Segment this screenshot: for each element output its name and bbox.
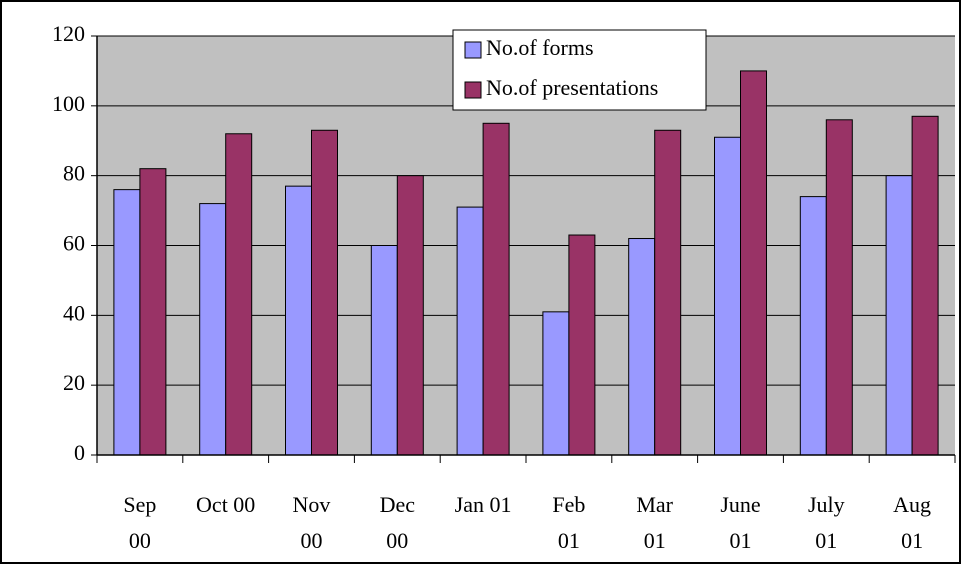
- bar: [654, 129, 682, 456]
- legend-label: No.of forms: [486, 35, 594, 60]
- bar: [396, 175, 424, 456]
- bar: [113, 189, 141, 456]
- x-tick-label: Sep 00: [123, 492, 157, 553]
- bar: [456, 206, 484, 456]
- x-tick-label: July 01: [807, 492, 845, 553]
- legend-label: No.of presentations: [486, 75, 658, 100]
- legend-swatch: [464, 81, 482, 99]
- bar: [911, 115, 939, 456]
- x-tick-label: Mar 01: [636, 492, 674, 553]
- y-tick-label: 40: [63, 300, 85, 325]
- bar: [799, 196, 827, 456]
- bar: [370, 245, 398, 456]
- x-tick-label: Oct 00: [196, 492, 256, 517]
- bar: [311, 129, 338, 456]
- y-tick-label: 80: [63, 161, 85, 186]
- x-tick-label: Jan 01: [454, 492, 512, 517]
- bar: [199, 203, 227, 456]
- y-tick-label: 60: [63, 231, 85, 256]
- x-tick-label: Feb 01: [552, 492, 586, 553]
- x-tick-label: Dec 00: [379, 492, 415, 553]
- y-tick-label: 20: [63, 370, 85, 395]
- bar: [568, 234, 596, 456]
- y-tick-label: 100: [52, 91, 85, 116]
- bar: [482, 122, 510, 456]
- legend-box: [452, 29, 707, 111]
- x-tick-label: June 01: [720, 492, 761, 553]
- x-tick-label: Aug 01: [893, 492, 932, 553]
- bar: [285, 185, 312, 456]
- bar: [542, 311, 570, 456]
- legend-swatch: [464, 41, 482, 59]
- y-tick-label: 0: [74, 440, 85, 465]
- bar: [714, 136, 741, 456]
- bar: [825, 119, 853, 456]
- bar: [740, 70, 767, 456]
- bar: [225, 133, 253, 456]
- x-tick-label: Nov 00: [292, 492, 331, 553]
- bar: [628, 238, 656, 456]
- y-tick-label: 120: [52, 21, 85, 46]
- bar: [885, 175, 913, 456]
- bar: [139, 168, 167, 456]
